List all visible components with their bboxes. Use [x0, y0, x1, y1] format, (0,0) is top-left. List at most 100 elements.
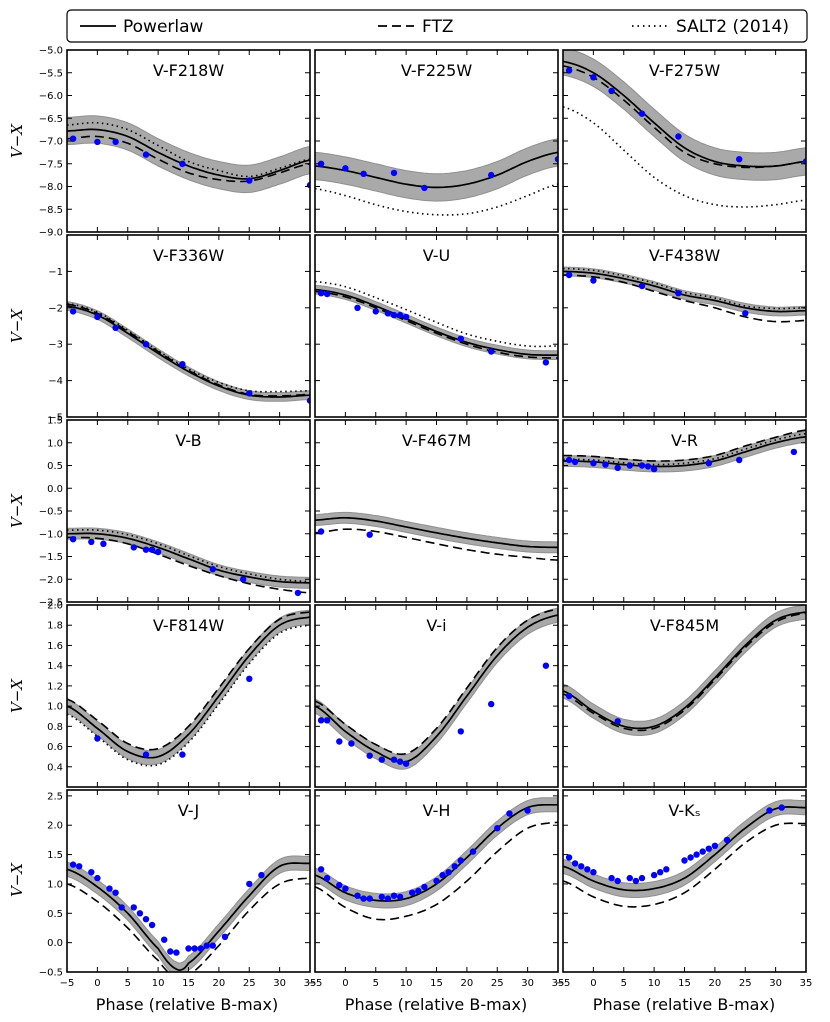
data-point — [390, 892, 398, 899]
y-tick-label: 1.0 — [47, 438, 63, 449]
data-point — [258, 871, 265, 879]
series-powerlaw — [67, 862, 310, 971]
y-tick-label: 1.8 — [47, 621, 63, 632]
data-point — [366, 752, 373, 759]
data-point — [342, 165, 349, 172]
data-point — [148, 921, 156, 929]
data-point — [626, 462, 633, 469]
data-point — [384, 310, 392, 317]
series-powerlaw — [315, 288, 558, 356]
series-ftz — [563, 822, 806, 908]
panel-title: V-J — [178, 801, 199, 820]
data-point — [294, 589, 302, 597]
data-point — [88, 538, 95, 546]
series-ftz — [563, 65, 806, 169]
series-ftz — [67, 877, 310, 972]
data-point — [191, 945, 198, 952]
data-point — [608, 87, 615, 95]
x-tick-label: 5 — [125, 978, 131, 989]
data-point — [469, 848, 477, 855]
data-point — [94, 735, 101, 742]
y-tick-label: −1.0 — [39, 529, 63, 540]
uncertainty-band — [67, 115, 310, 194]
data-point — [736, 456, 743, 464]
data-point — [409, 889, 416, 896]
data-point — [614, 718, 621, 725]
series-salt2-2014 — [67, 529, 310, 583]
x-axis-label-col-3: Phase (relative B-max) — [593, 995, 775, 1014]
data-point — [317, 290, 325, 297]
data-point — [69, 536, 77, 543]
data-point — [681, 857, 688, 864]
y-tick-label: −0.5 — [39, 507, 63, 518]
data-point — [457, 335, 464, 342]
x-tick-label: 15 — [182, 978, 195, 989]
data-point — [488, 348, 495, 355]
plot-area — [315, 797, 558, 921]
y-tick-label: −2.5 — [39, 598, 63, 609]
series-ftz — [67, 303, 310, 397]
panel-title: V-F336W — [153, 246, 225, 265]
plot-area — [315, 607, 558, 770]
panel-title: V-F814W — [153, 616, 225, 635]
x-axis-label-col-2: Phase (relative B-max) — [345, 995, 527, 1014]
y-tick-label: −2 — [48, 303, 63, 314]
y-tick-label: 1.0 — [47, 702, 63, 713]
data-point — [723, 836, 731, 844]
y-tick-label: 2.0 — [47, 601, 63, 612]
y-tick-label: −2.0 — [39, 575, 63, 586]
data-point — [693, 851, 700, 858]
data-point — [342, 885, 349, 892]
y-axis-label-row-5: V−X — [8, 862, 26, 897]
data-point — [106, 885, 113, 892]
data-point — [687, 854, 694, 861]
data-point — [457, 728, 464, 735]
x-tick-label: 35 — [552, 978, 565, 989]
data-point — [360, 895, 367, 902]
panel-v-b: V-B −2.5 −2.0 −1.5 −1.0 −0.5 0.0 0.5 1.0 1.5 — [39, 416, 311, 609]
data-point — [565, 692, 573, 700]
y-tick-label: 1.5 — [47, 850, 63, 861]
data-point — [705, 460, 712, 467]
data-point — [657, 869, 664, 876]
data-point — [366, 895, 373, 902]
plot-area — [67, 527, 310, 597]
data-point — [348, 740, 355, 747]
data-point — [246, 177, 253, 184]
data-point — [638, 874, 646, 882]
panel-title: V-B — [175, 431, 201, 450]
data-point — [650, 465, 658, 473]
series-salt2-2014 — [563, 432, 806, 466]
x-tick-label: 10 — [152, 978, 165, 989]
panel-v-k: V-Kₛ −5 0 5 10 15 20 25 30 35 — [556, 789, 812, 989]
y-tick-label: 0.0 — [47, 938, 63, 949]
data-point — [69, 308, 77, 315]
series-powerlaw — [563, 60, 806, 168]
data-point — [384, 895, 392, 902]
data-point — [76, 863, 83, 870]
y-tick-label: −3 — [48, 340, 63, 351]
x-tick-label: −5 — [308, 978, 323, 989]
series-salt2-2014 — [67, 624, 310, 767]
data-point — [209, 942, 216, 949]
data-point — [354, 304, 361, 311]
x-tick-label: 0 — [590, 978, 596, 989]
x-tick-label: −5 — [60, 978, 75, 989]
data-point — [378, 756, 385, 763]
series-ftz — [315, 821, 558, 921]
x-tick-label: 35 — [304, 978, 317, 989]
y-tick-label: 1.4 — [47, 661, 63, 672]
data-point — [626, 874, 633, 882]
data-point — [142, 916, 150, 923]
series-powerlaw — [563, 806, 806, 892]
data-point — [675, 290, 682, 297]
x-tick-label: 15 — [678, 978, 691, 989]
plot-area — [67, 609, 310, 767]
panel-v-h: V-H −5 0 5 10 15 20 25 30 35 — [308, 789, 565, 989]
x-tick-label: 5 — [373, 978, 379, 989]
x-tick-label: 25 — [491, 978, 504, 989]
data-point — [488, 700, 495, 708]
y-axis-label-row-1: V−X — [8, 123, 26, 158]
data-point — [94, 138, 101, 146]
series-ftz — [315, 290, 558, 359]
